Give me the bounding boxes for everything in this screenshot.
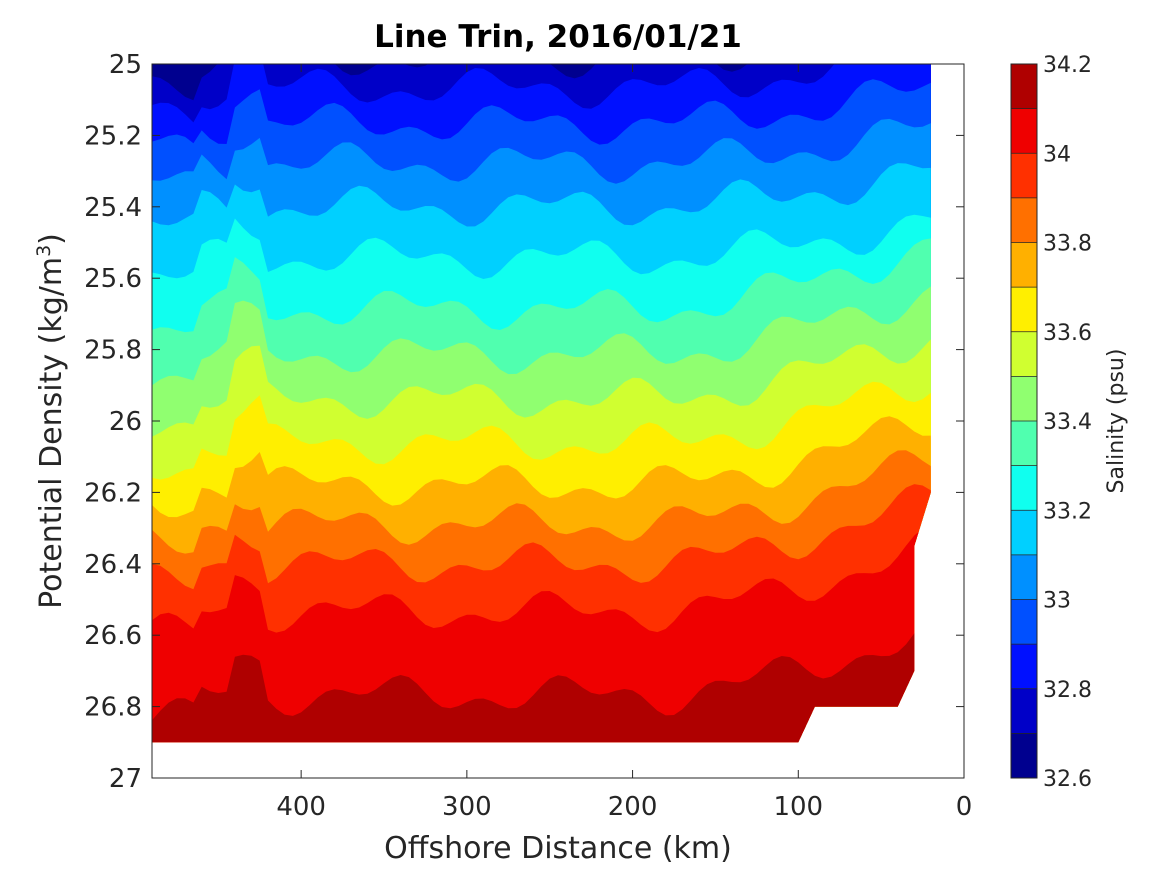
x-axis: 400 300 200 100 0 xyxy=(276,64,972,822)
colorbar-tick-label: 34.2 xyxy=(1043,53,1092,78)
colorbar-swatch xyxy=(1011,510,1037,555)
y-axis: 25 25.2 25.4 25.6 25.8 26 26.2 26.4 26.6 26.8 27 xyxy=(84,50,964,794)
y-tick-label: 27 xyxy=(109,764,142,794)
colorbar-swatch xyxy=(1011,554,1037,600)
colorbar-swatch xyxy=(1011,197,1037,243)
colorbar-tick-label: 33.4 xyxy=(1043,410,1092,435)
colorbar-frame xyxy=(1010,63,1038,779)
y-axis-label-main: Potential Density (kg/m xyxy=(34,257,69,609)
colorbar-swatch xyxy=(1011,599,1037,645)
colorbar-swatch xyxy=(1011,242,1037,288)
colorbar-tick-label: 32.6 xyxy=(1043,767,1092,792)
x-tick-label: 400 xyxy=(276,792,326,822)
colorbar-tick-label: 33.2 xyxy=(1043,499,1092,524)
colorbar-swatch xyxy=(1011,108,1037,154)
colorbar: 34.2 34 33.8 33.6 33.4 33.2 33 32.8 32.6 xyxy=(1010,53,1092,792)
x-tick-label: 300 xyxy=(442,792,492,822)
contour-band-34.1 xyxy=(152,612,931,743)
y-tick-label: 26 xyxy=(109,407,142,437)
colorbar-tick-label: 33.8 xyxy=(1043,232,1092,257)
colorbar-tick-label: 32.8 xyxy=(1043,678,1092,703)
colorbar-label: Salinity (psu) xyxy=(1104,349,1129,494)
y-tick-label: 26.8 xyxy=(84,693,142,723)
y-tick-label: 25.6 xyxy=(84,264,142,294)
x-tick-label: 0 xyxy=(956,792,973,822)
y-tick-label: 26.2 xyxy=(84,478,142,508)
colorbar-swatch xyxy=(1011,733,1037,778)
colorbar-swatch xyxy=(1011,644,1037,689)
y-tick-label: 25.2 xyxy=(84,121,142,151)
y-axis-label-close: ) xyxy=(34,233,69,245)
colorbar-swatch xyxy=(1011,688,1037,734)
colorbar-swatch xyxy=(1011,153,1037,198)
colorbar-swatch xyxy=(1011,376,1037,421)
x-tick-label: 100 xyxy=(773,792,823,822)
colorbar-swatch xyxy=(1011,287,1037,332)
y-tick-label: 25.4 xyxy=(84,193,142,223)
contour-bands xyxy=(152,64,931,743)
colorbar-swatch xyxy=(1011,331,1037,377)
x-tick-label: 200 xyxy=(608,792,658,822)
colorbar-swatch xyxy=(1011,421,1037,466)
colorbar-swatch xyxy=(1011,64,1037,109)
colorbar-tick-label: 33 xyxy=(1043,589,1071,614)
y-tick-label: 26.4 xyxy=(84,550,142,580)
y-axis-label: Potential Density (kg/m3) xyxy=(33,233,69,609)
colorbar-tick-label: 34 xyxy=(1043,142,1071,167)
y-tick-label: 25 xyxy=(109,50,142,80)
y-axis-label-superscript: 3 xyxy=(33,245,55,257)
chart-title: Line Trin, 2016/01/21 xyxy=(374,19,742,55)
y-tick-label: 26.6 xyxy=(84,621,142,651)
y-tick-label: 25.8 xyxy=(84,336,142,366)
colorbar-swatch xyxy=(1011,465,1037,511)
colorbar-tick-label: 33.6 xyxy=(1043,321,1092,346)
x-axis-label: Offshore Distance (km) xyxy=(384,831,732,866)
